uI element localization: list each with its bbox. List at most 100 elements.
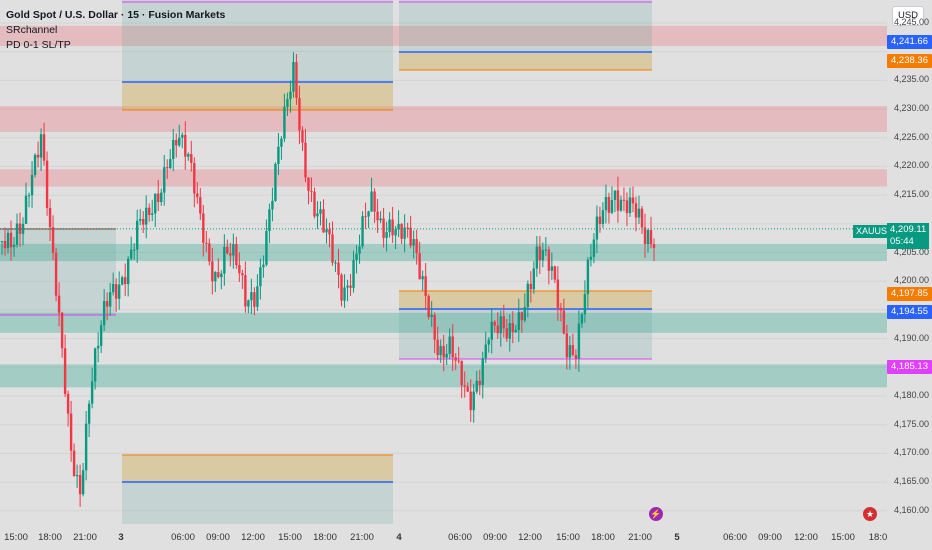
candle-body: [526, 283, 530, 308]
price-tick: 4,165.00: [894, 476, 930, 487]
candle-body: [18, 223, 22, 234]
candle-body: [6, 232, 10, 249]
candle-body: [643, 227, 647, 245]
price-tick: 4,220.00: [894, 160, 930, 171]
candle-body: [529, 283, 533, 290]
time-label: 21:00: [628, 532, 652, 543]
time-label: 09:00: [483, 532, 507, 543]
candle-body: [154, 193, 157, 214]
candle-body: [265, 230, 268, 265]
candle-body: [250, 292, 253, 301]
candle-body: [298, 97, 301, 131]
time-axis[interactable]: [0, 528, 887, 550]
candle-body: [553, 266, 557, 280]
candle-body: [538, 246, 542, 261]
candle-body: [469, 391, 472, 411]
time-label: 06:00: [448, 532, 472, 543]
candle-body: [415, 239, 418, 254]
candle-body: [205, 242, 208, 244]
candle-body: [60, 312, 64, 349]
price-tick: 4,175.00: [894, 418, 930, 429]
candle-body: [45, 160, 49, 208]
candle-body: [439, 345, 442, 356]
candle-body: [96, 345, 100, 349]
candle-body: [241, 273, 244, 276]
candle-body: [304, 142, 307, 178]
candle-body: [607, 196, 611, 213]
candle-body: [412, 239, 415, 246]
candle-body: [523, 307, 527, 321]
candle-body: [550, 266, 554, 271]
candle-body: [640, 208, 644, 228]
candle-body: [307, 177, 310, 191]
candle-body: [586, 259, 590, 295]
indicator-srchannel[interactable]: SRchannel: [6, 24, 58, 36]
candle-body: [508, 323, 511, 339]
candle-body: [394, 229, 397, 236]
candle-body: [9, 232, 13, 248]
time-label: 21:00: [73, 532, 97, 543]
price-tick: 4,190.00: [894, 332, 930, 343]
us-flag-icon[interactable]: ★: [863, 507, 877, 521]
candle-body: [54, 252, 58, 296]
price-label: 4,241.66: [887, 35, 932, 50]
candle-body: [418, 253, 421, 280]
candle-body: [136, 220, 139, 250]
candle-body: [99, 325, 103, 346]
candle-body: [541, 249, 545, 261]
resistance-zone: [0, 169, 887, 187]
candle-body: [517, 312, 520, 330]
time-label: 3: [118, 532, 124, 543]
candle-body: [328, 229, 331, 235]
candle-body: [196, 193, 199, 198]
time-label: 18:00: [38, 532, 62, 543]
candle-body: [319, 209, 322, 214]
price-tick: 4,200.00: [894, 275, 930, 286]
take-profit-zone: [122, 455, 393, 482]
candle-body: [532, 268, 536, 290]
support-zone: [0, 312, 887, 333]
lightning-icon[interactable]: ⚡: [649, 507, 663, 521]
candle-body: [382, 218, 385, 238]
candle-body: [631, 197, 635, 204]
candle-body: [184, 134, 187, 157]
candle-body: [247, 300, 250, 307]
candle-body: [619, 199, 623, 211]
time-label: 15:00: [4, 532, 28, 543]
time-label: 21:00: [350, 532, 374, 543]
candle-body: [178, 137, 181, 146]
time-label: 06:00: [171, 532, 195, 543]
candle-body: [175, 139, 178, 146]
candle-body: [187, 154, 190, 157]
currency-button[interactable]: USD: [892, 6, 924, 26]
candle-body: [30, 174, 34, 196]
candle-body: [268, 209, 271, 231]
candle-body: [259, 267, 262, 287]
candle-body: [280, 138, 283, 147]
time-label: 18:00: [313, 532, 337, 543]
candle-body: [286, 99, 289, 107]
candle-body: [604, 196, 608, 211]
candle-body: [244, 275, 247, 307]
candle-body: [475, 380, 478, 392]
candle-body: [448, 336, 451, 354]
candle-body: [24, 195, 28, 224]
candle-body: [3, 241, 7, 249]
indicator-pd-sltp[interactable]: PD 0-1 SL/TP: [6, 39, 71, 51]
candle-body: [487, 339, 490, 345]
candle-body: [199, 197, 202, 214]
candle-body: [232, 244, 235, 256]
candle-body: [160, 192, 163, 203]
symbol-title[interactable]: Gold Spot / U.S. Dollar · 15 · Fusion Ma…: [6, 9, 226, 21]
price-tick: 4,215.00: [894, 189, 930, 200]
candle-body: [589, 256, 593, 260]
candle-body: [301, 130, 304, 143]
candle-body: [556, 279, 560, 308]
candle-body: [637, 208, 641, 218]
candle-body: [166, 167, 169, 169]
candle-body: [271, 200, 274, 210]
candle-body: [430, 314, 433, 317]
chart-plot-area[interactable]: Gold Spot / U.S. Dollar · 15 · Fusion Ma…: [0, 0, 887, 528]
candle-body: [376, 211, 379, 221]
